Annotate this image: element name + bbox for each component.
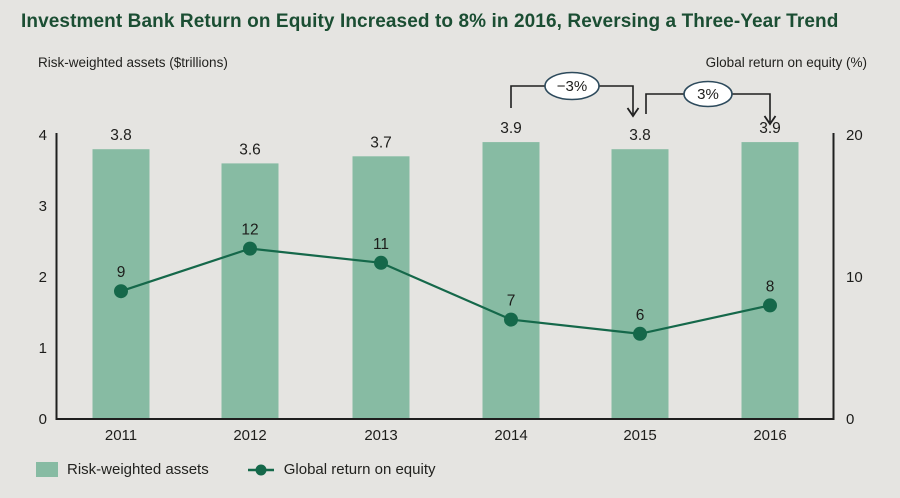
roe-point-2011: [114, 284, 128, 299]
roe-point-2016: [763, 298, 777, 313]
line-value-label: 12: [241, 222, 258, 239]
bar-2015: [611, 149, 669, 419]
legend-label: Risk-weighted assets: [67, 461, 209, 478]
bar-value-label: 3.8: [110, 127, 132, 144]
chart-title: Investment Bank Return on Equity Increas…: [21, 11, 839, 32]
left-axis-tick-label: 3: [39, 198, 47, 215]
annotation-oval: [683, 80, 733, 108]
left-axis-tick-label: 4: [39, 127, 47, 144]
right-axis-tick-label: 0: [846, 411, 854, 428]
legend-label: Global return on equity: [283, 461, 436, 478]
annotation-label: 3%: [697, 86, 719, 103]
annotation-oval: [544, 71, 600, 101]
left-axis-tick-label: 2: [39, 269, 47, 286]
bar-2014: [482, 142, 540, 419]
line-value-label: 7: [507, 293, 516, 310]
left-axis-caption: Risk-weighted assets ($trillions): [38, 55, 228, 70]
line-dot-marker-icon: [247, 464, 274, 475]
year-label: 2011: [105, 427, 137, 444]
line-value-label: 9: [117, 264, 126, 281]
bar-swatch-icon: [36, 462, 58, 477]
bar-value-label: 3.6: [239, 141, 261, 158]
legend-item-global-return-on-equity: Global return on equity: [247, 461, 436, 478]
arrowhead-down-icon: [626, 107, 640, 118]
year-label: 2015: [623, 427, 656, 444]
line-value-label: 6: [636, 307, 645, 324]
bar-value-label: 3.9: [500, 120, 522, 137]
left-axis-tick-label: 1: [39, 340, 47, 357]
roe-point-2013: [374, 255, 388, 270]
annotation-label: −3%: [557, 78, 587, 95]
line-value-label: 11: [373, 236, 389, 253]
line-value-label: 8: [766, 278, 775, 295]
arrowhead-down-icon: [763, 115, 777, 126]
bar-2013: [352, 156, 410, 420]
chart-legend: Risk-weighted assets Global return on eq…: [36, 461, 436, 478]
year-label: 2014: [494, 427, 527, 444]
right-axis-tick-label: 10: [846, 269, 863, 286]
right-axis-caption: Global return on equity (%): [705, 55, 867, 70]
year-label: 2012: [233, 427, 266, 444]
roe-point-2012: [243, 241, 257, 256]
bar-value-label: 3.7: [370, 134, 392, 151]
bar-2012: [221, 163, 279, 419]
bar-value-label: 3.9: [759, 120, 781, 137]
roe-point-2015: [633, 326, 647, 341]
left-axis-tick-label: 0: [39, 411, 47, 428]
bar-2016: [741, 142, 799, 419]
year-label: 2016: [753, 427, 786, 444]
right-axis-tick-label: 20: [846, 127, 863, 144]
roe-line: [120, 247, 771, 335]
roe-point-2014: [504, 312, 518, 327]
bar-value-label: 3.8: [629, 127, 651, 144]
legend-item-risk-weighted-assets: Risk-weighted assets: [36, 461, 209, 478]
year-label: 2013: [364, 427, 397, 444]
